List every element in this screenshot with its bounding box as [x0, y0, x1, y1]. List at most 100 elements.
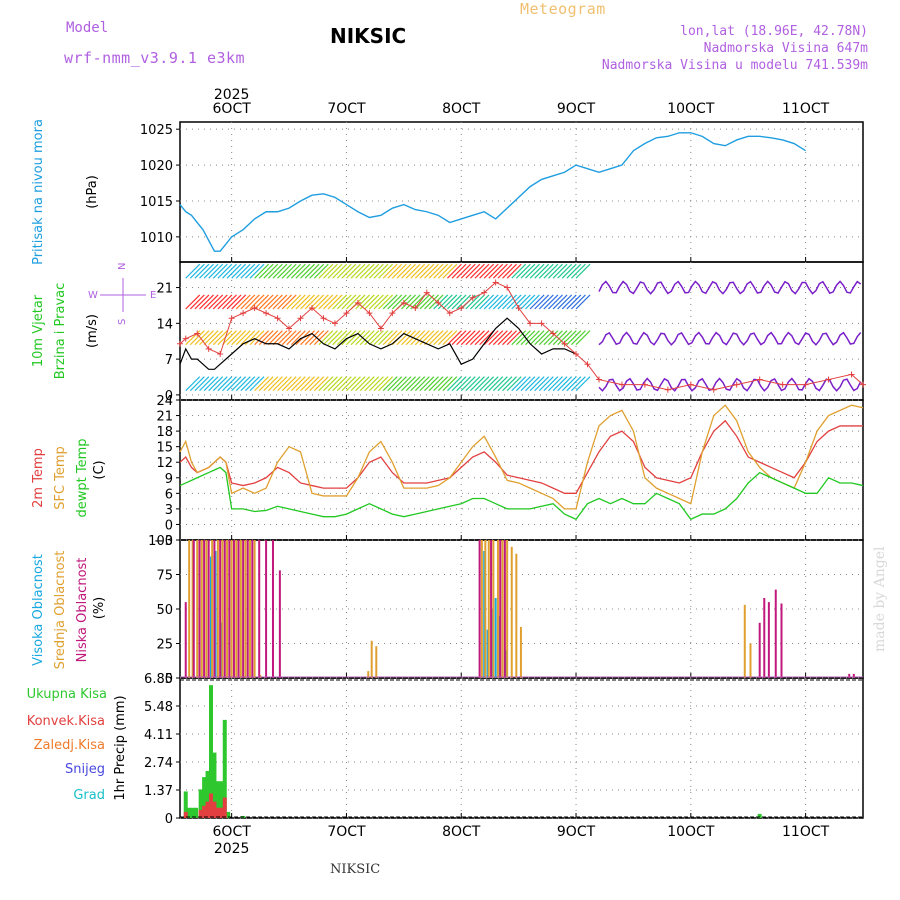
- wind-barb-top: [474, 263, 490, 279]
- wind-barb-top: [387, 263, 403, 279]
- cloud-axis-title: Visoka Oblacnost: [31, 554, 46, 666]
- y-tick-label: 1025: [140, 123, 173, 138]
- wind-gust-marker: [641, 381, 648, 388]
- wind-barb-low: [548, 376, 563, 392]
- wind-gust-marker: [458, 305, 465, 311]
- wind-barb-high: [405, 294, 421, 310]
- wind-barb-mid: [254, 330, 270, 346]
- wind-barb-low: [364, 376, 380, 392]
- wind-barb-top: [258, 263, 274, 279]
- wind-barb-top: [203, 263, 219, 279]
- wind-barb-high: [323, 294, 338, 310]
- wind-barb-top: [451, 263, 467, 279]
- precip-legend-label: Konvek.Kisa: [27, 714, 105, 729]
- x-tick-label-top: 11OCT: [782, 101, 830, 117]
- x-tick-label-bottom: 6OCT: [213, 824, 252, 840]
- wind-barb-low: [396, 376, 412, 392]
- wind-barb-low: [194, 376, 210, 392]
- wind-barb-top: [552, 263, 568, 279]
- wind-barb-top: [304, 263, 320, 279]
- wind-barb-high: [254, 294, 270, 310]
- wind-barb-high: [474, 294, 490, 310]
- wind-barb-top: [373, 263, 389, 279]
- wind-barb-top: [355, 263, 371, 279]
- wind-barb-low: [226, 376, 242, 392]
- wind-barb-low: [336, 376, 352, 392]
- wind-barb-low: [479, 376, 495, 392]
- wind-barb-top: [410, 263, 426, 279]
- precip-legend-label: Zaledj.Kisa: [34, 738, 105, 753]
- y-tick-label: 0: [165, 812, 173, 827]
- wind-barb-mid: [502, 330, 517, 346]
- wind-barb-top: [502, 263, 517, 279]
- wind-barb-top: [534, 263, 550, 279]
- temp-sfc-line: [179, 404, 864, 510]
- wind-barb-mid: [520, 330, 536, 346]
- wind-gust-marker: [354, 299, 361, 306]
- wind-barb-high: [336, 294, 352, 310]
- precip-convective-bar: [205, 801, 210, 818]
- wind-barb-mid: [189, 330, 205, 346]
- wind-barb-top: [538, 263, 554, 279]
- wind-barb-mid: [410, 330, 426, 346]
- wind-gust-marker: [848, 371, 855, 378]
- wind-barb-mid: [277, 330, 292, 346]
- wind-barb-low: [433, 376, 449, 392]
- wind-barb-mid: [327, 330, 343, 346]
- wind-barb-top: [309, 263, 325, 279]
- wind-gust-marker: [217, 351, 224, 357]
- wind-barb-low: [373, 376, 389, 392]
- wind-barb-low: [295, 376, 311, 392]
- compass-south: S: [117, 319, 128, 325]
- wind-barb-top: [359, 263, 375, 279]
- wind-barb-top: [405, 263, 421, 279]
- wind-gust-marker: [366, 310, 373, 317]
- wind-barb-high: [469, 294, 485, 310]
- x-tick-label-top: 6OCT: [213, 101, 252, 117]
- year-label-bottom: 2025: [214, 841, 250, 857]
- wind-gust-marker: [825, 376, 832, 383]
- wind-barb-top: [281, 263, 297, 279]
- wind-barb-mid: [203, 330, 219, 346]
- wind-barb-top: [401, 263, 416, 279]
- wind-barb-top: [460, 263, 476, 279]
- panel-frame-1: [179, 121, 864, 263]
- precip-total-bar: [183, 791, 188, 818]
- x-tick-label-bottom: 10OCT: [667, 824, 715, 840]
- y-tick-label: 15: [156, 441, 173, 456]
- wind-barb-mid: [199, 330, 214, 346]
- wind-gust-marker: [320, 315, 327, 322]
- wind-barb-top: [327, 263, 343, 279]
- y-tick-label: 4.11: [144, 728, 173, 743]
- wind-barb-top: [561, 263, 577, 279]
- wind-gust-marker: [802, 381, 809, 388]
- wind-barb-high: [189, 294, 205, 310]
- temp-axis-title: dewpt Temp: [75, 438, 90, 517]
- wind-barb-top: [313, 263, 329, 279]
- precip-total-bar: [205, 770, 210, 818]
- wind-barb-high: [286, 294, 302, 310]
- wind-barb-low: [346, 376, 361, 392]
- wind-barb-low: [552, 376, 568, 392]
- wind-barb-top: [391, 263, 407, 279]
- y-tick-label: 75: [156, 569, 173, 584]
- wind-barb-low: [419, 376, 435, 392]
- wind-barb-low: [217, 376, 233, 392]
- wind-barb-top: [323, 263, 338, 279]
- wind-barb-top: [341, 263, 357, 279]
- precip-convective-bar: [202, 805, 207, 818]
- wind-barb-mid: [323, 330, 338, 346]
- precip-total-bar: [202, 777, 207, 818]
- wind-barb-mid: [557, 330, 573, 346]
- y-tick-label: 3: [165, 503, 173, 518]
- wind-barb-mid: [222, 330, 237, 346]
- precip-convective-bar: [198, 809, 203, 818]
- wind-barb-mid: [571, 330, 586, 346]
- x-tick-label-bottom: 7OCT: [327, 824, 366, 840]
- wind-barb-top: [497, 263, 513, 279]
- wind-barb-top: [557, 263, 573, 279]
- wind-barb-high: [492, 294, 508, 310]
- wind-barb-top: [235, 263, 251, 279]
- x-tick-label-bottom: 8OCT: [442, 824, 481, 840]
- y-tick-label: −3: [154, 534, 173, 549]
